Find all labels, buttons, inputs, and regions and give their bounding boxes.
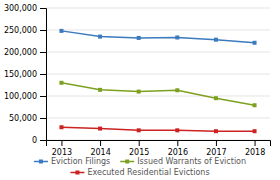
series-markers [59, 125, 256, 133]
legend-item: Issued Warrants of Eviction [120, 157, 246, 166]
series-line [61, 31, 254, 43]
series-marker [98, 88, 102, 92]
series-marker [59, 29, 63, 33]
y-tick-mark [40, 74, 46, 75]
x-tick: 2017 [206, 140, 226, 157]
series-line [61, 127, 254, 131]
x-tick-mark [139, 140, 140, 146]
series-markers [59, 81, 256, 107]
y-tick-mark [40, 140, 46, 141]
x-axis: 2013 2014 2015 2016 2017 2018 [47, 140, 271, 157]
series-marker [98, 127, 102, 131]
legend-marker [75, 171, 79, 175]
y-tick-label: 50,000 [9, 114, 37, 123]
series-marker [137, 36, 141, 40]
y-tick-label: 150,000 [4, 70, 37, 79]
x-tick-label: 2018 [245, 148, 265, 157]
y-tick: 300,000 [4, 4, 46, 13]
series-marker [59, 81, 63, 85]
series-marker [253, 41, 257, 45]
legend: Eviction Filings Issued Warrants of Evict… [34, 157, 246, 177]
x-tick-label: 2014 [90, 148, 110, 157]
grid-line [46, 8, 270, 9]
grid-line [46, 74, 270, 75]
series-marker [175, 128, 179, 132]
legend-item: Executed Residential Evictions [70, 168, 209, 177]
y-tick: 100,000 [4, 92, 46, 101]
x-axis-line [47, 141, 271, 147]
grid-line [46, 52, 270, 53]
series-marker [98, 35, 102, 39]
series-line [61, 83, 254, 105]
x-tick-label: 2016 [168, 148, 188, 157]
y-tick-mark [40, 52, 46, 53]
y-tick: 250,000 [4, 26, 46, 35]
x-tick-mark [255, 140, 256, 146]
grid-line [46, 96, 270, 97]
legend-label: Eviction Filings [51, 157, 110, 166]
y-tick: 200,000 [4, 48, 46, 57]
series-markers [59, 29, 256, 45]
y-axis: 0 50,000 100,000 150,000 200,000 250,000 300,0… [4, 4, 47, 145]
y-axis-line [40, 9, 47, 141]
series-marker [253, 129, 257, 133]
series-marker [214, 129, 218, 133]
x-tick-mark [61, 140, 62, 146]
x-tick: 2015 [129, 140, 149, 157]
plot: 0 50,000 100,000 150,000 200,000 250,000 300,0… [4, 4, 271, 157]
x-tick-label: 2017 [206, 148, 226, 157]
series-marker [137, 90, 141, 94]
x-tick: 2016 [168, 140, 188, 157]
y-tick: 50,000 [9, 114, 46, 123]
x-tick-mark [177, 140, 178, 146]
grid-line [46, 30, 270, 31]
legend-marker [39, 160, 43, 164]
y-tick-mark [40, 96, 46, 97]
series-marker [214, 96, 218, 100]
legend-marker [125, 160, 129, 164]
series-marker [253, 103, 257, 107]
series-marker [175, 35, 179, 39]
x-tick-label: 2015 [129, 148, 149, 157]
series-marker [59, 125, 63, 129]
y-tick-label: 0 [32, 136, 37, 145]
grid-line [46, 118, 270, 119]
y-tick-label: 300,000 [4, 4, 37, 13]
y-tick-label: 250,000 [4, 26, 37, 35]
x-tick: 2018 [245, 140, 265, 157]
y-tick-label: 100,000 [4, 92, 37, 101]
legend-item: Eviction Filings [34, 157, 110, 166]
y-tick: 0 [32, 136, 46, 145]
series-marker [175, 88, 179, 92]
y-tick-label: 200,000 [4, 48, 37, 57]
legend-label: Issued Warrants of Eviction [137, 157, 246, 166]
marks [59, 29, 256, 133]
x-tick-mark [216, 140, 217, 146]
y-tick-mark [40, 8, 46, 9]
x-tick: 2013 [52, 140, 72, 157]
grid [46, 8, 270, 140]
x-tick-mark [100, 140, 101, 146]
y-tick-mark [40, 118, 46, 119]
chart: Eviction Filings Issued Warrants of Evict… [0, 0, 280, 180]
x-tick: 2014 [90, 140, 110, 157]
series-marker [137, 128, 141, 132]
legend-label: Executed Residential Evictions [87, 168, 209, 177]
y-tick: 150,000 [4, 70, 46, 79]
series-marker [214, 38, 218, 42]
x-tick-label: 2013 [52, 148, 72, 157]
y-tick-mark [40, 30, 46, 31]
